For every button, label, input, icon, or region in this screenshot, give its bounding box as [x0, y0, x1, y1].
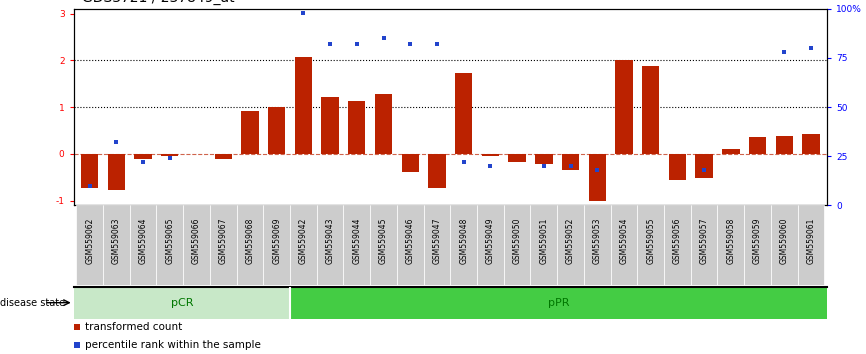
Bar [423, 205, 450, 285]
Text: GSM559057: GSM559057 [700, 217, 708, 264]
Text: GSM559069: GSM559069 [272, 217, 281, 264]
Text: GSM559064: GSM559064 [139, 217, 147, 264]
Text: GSM559055: GSM559055 [646, 217, 656, 264]
Bar [157, 205, 183, 285]
Bar [397, 205, 423, 285]
Bar [134, 154, 152, 159]
Text: transformed count: transformed count [85, 322, 182, 332]
Bar [107, 154, 125, 190]
Bar [429, 154, 446, 188]
Bar [481, 154, 499, 156]
Bar [103, 205, 130, 285]
Text: GSM559058: GSM559058 [727, 217, 735, 264]
Bar [749, 137, 766, 154]
Bar [294, 57, 312, 154]
Bar [691, 205, 718, 285]
Bar [344, 205, 370, 285]
Bar [562, 154, 579, 170]
Text: GSM559047: GSM559047 [432, 217, 442, 264]
Bar [744, 205, 771, 285]
Text: GDS3721 / 237849_at: GDS3721 / 237849_at [82, 0, 235, 5]
Bar [317, 205, 344, 285]
Text: pPR: pPR [548, 298, 569, 308]
Bar [589, 154, 606, 201]
Bar [695, 154, 713, 178]
Bar [450, 205, 477, 285]
Text: GSM559061: GSM559061 [806, 217, 816, 264]
Text: GSM559053: GSM559053 [592, 217, 602, 264]
Text: percentile rank within the sample: percentile rank within the sample [85, 340, 261, 350]
Text: GSM559051: GSM559051 [540, 217, 548, 264]
Bar [477, 205, 504, 285]
Bar [242, 111, 259, 154]
Bar [183, 205, 210, 285]
Bar [321, 97, 339, 154]
Text: GSM559042: GSM559042 [299, 217, 308, 264]
Bar [531, 205, 557, 285]
Text: GSM559043: GSM559043 [326, 217, 334, 264]
Bar [81, 154, 99, 188]
Bar [637, 205, 664, 285]
Text: GSM559044: GSM559044 [352, 217, 361, 264]
Bar [611, 205, 637, 285]
Bar [776, 136, 793, 154]
Bar [798, 205, 824, 285]
Text: disease state: disease state [0, 298, 65, 308]
Bar [455, 73, 472, 154]
Bar [508, 154, 526, 162]
Bar [535, 154, 553, 164]
Text: GSM559065: GSM559065 [165, 217, 174, 264]
Bar [718, 205, 744, 285]
Bar [210, 205, 236, 285]
Bar [236, 205, 263, 285]
Text: GSM559067: GSM559067 [219, 217, 228, 264]
Text: GSM559048: GSM559048 [459, 217, 469, 264]
Bar [130, 205, 157, 285]
Bar [616, 60, 633, 154]
Bar [557, 205, 584, 285]
Bar [584, 205, 611, 285]
Text: GSM559054: GSM559054 [619, 217, 629, 264]
Bar [664, 205, 691, 285]
Bar [74, 287, 290, 319]
Text: GSM559049: GSM559049 [486, 217, 494, 264]
Text: GSM559052: GSM559052 [566, 217, 575, 264]
Bar [215, 154, 232, 159]
Bar [771, 205, 798, 285]
Text: GSM559059: GSM559059 [753, 217, 762, 264]
Bar [504, 205, 531, 285]
Text: GSM559056: GSM559056 [673, 217, 682, 264]
Text: GSM559046: GSM559046 [406, 217, 415, 264]
Bar [375, 94, 392, 154]
Bar [722, 149, 740, 154]
Text: GSM559068: GSM559068 [245, 217, 255, 264]
Text: GSM559066: GSM559066 [192, 217, 201, 264]
Text: pCR: pCR [171, 298, 193, 308]
Bar [669, 154, 686, 179]
Text: GSM559045: GSM559045 [379, 217, 388, 264]
Bar [402, 154, 419, 172]
Text: GSM559060: GSM559060 [779, 217, 789, 264]
Bar [348, 102, 365, 154]
Bar [76, 205, 103, 285]
Bar [263, 205, 290, 285]
Bar [161, 154, 178, 156]
Bar [642, 67, 659, 154]
Bar [802, 134, 820, 154]
Text: GSM559062: GSM559062 [85, 217, 94, 264]
Text: GSM559050: GSM559050 [513, 217, 521, 264]
Text: GSM559063: GSM559063 [112, 217, 121, 264]
Bar [290, 287, 827, 319]
Bar [290, 205, 317, 285]
Bar [268, 107, 285, 154]
Bar [370, 205, 397, 285]
